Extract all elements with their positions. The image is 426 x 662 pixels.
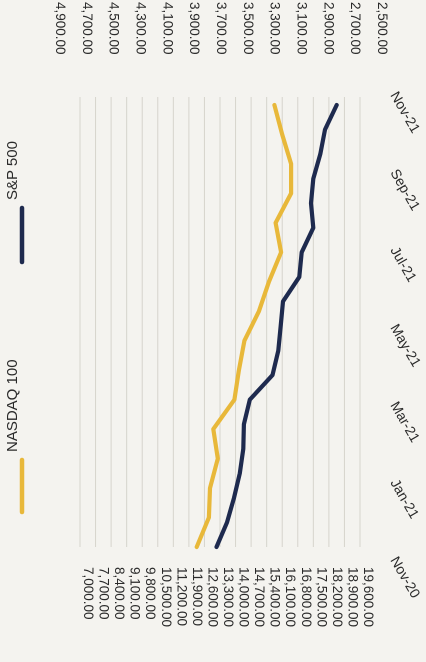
left-axis-tick-label: 11,200.00: [174, 567, 189, 626]
x-axis-tick-label: Jan-21: [387, 476, 422, 521]
left-axis-tick-label: 18,900.00: [345, 567, 360, 627]
left-axis-tick-label: 14,000.00: [237, 567, 252, 627]
right-axis-tick-label: 2,900.00: [321, 2, 336, 55]
x-axis-tick-label: Nov-20: [387, 554, 424, 601]
left-axis-tick-label: 12,600.00: [205, 567, 220, 627]
left-axis-tick-label: 7,700.00: [97, 567, 112, 620]
right-axis-tick-label: 3,900.00: [187, 2, 202, 55]
left-axis-tick-label: 14,700.00: [252, 567, 267, 627]
left-axis-tick-label: 17,500.00: [314, 567, 329, 627]
left-axis-tick-label: 18,200.00: [330, 567, 345, 627]
right-axis-tick-label: 3,500.00: [241, 2, 256, 55]
right-axis-tick-label: 3,700.00: [214, 2, 229, 55]
series-line-nasdaq-100: [197, 105, 291, 547]
x-axis-tick-label: Sep-21: [387, 166, 424, 213]
legend: NASDAQ 100 S&P 500: [4, 141, 22, 512]
x-axis-tick-label: Mar-21: [387, 399, 423, 446]
left-axis-tick-label: 11,900.00: [190, 567, 205, 626]
left-axis-tick-label: 19,600.00: [361, 567, 376, 627]
right-axis-ticks: 2,500.00 2,700.00 2,900.00 3,100.00 3,300.00…: [53, 2, 390, 55]
left-axis-tick-label: 16,100.00: [283, 567, 298, 627]
left-axis-tick-label: 16,800.00: [299, 567, 314, 627]
left-axis-tick-label: 13,300.00: [221, 567, 236, 627]
left-axis-tick-label: 9,800.00: [143, 567, 158, 620]
series-line-sp-500: [217, 105, 337, 547]
left-axis-tick-label: 8,400.00: [112, 567, 127, 620]
x-axis-tick-label: Jul-21: [387, 244, 420, 285]
right-axis-tick-label: 2,700.00: [348, 2, 363, 55]
right-axis-tick-label: 4,900.00: [53, 2, 68, 55]
left-axis-tick-label: 9,100.00: [128, 567, 143, 620]
right-axis-tick-label: 2,500.00: [375, 2, 390, 55]
right-axis-tick-label: 4,500.00: [107, 2, 122, 55]
x-axis-ticks: Nov-20 Jan-21 Mar-21 May-21 Jul-21 Sep-21 Nov-…: [387, 89, 424, 601]
legend-label: NASDAQ 100: [4, 359, 21, 452]
right-axis-tick-label: 4,700.00: [80, 2, 95, 55]
right-axis-tick-label: 4,300.00: [134, 2, 149, 55]
right-axis-tick-label: 3,300.00: [268, 2, 283, 55]
x-axis-tick-label: May-21: [387, 321, 424, 370]
right-axis-tick-label: 4,100.00: [160, 2, 175, 55]
x-axis-tick-label: Nov-21: [387, 89, 424, 136]
legend-label: S&P 500: [4, 141, 21, 200]
left-axis-tick-label: 7,000.00: [81, 567, 96, 620]
left-axis-tick-label: 10,500.00: [159, 567, 174, 627]
left-axis-tick-label: 15,400.00: [268, 567, 283, 627]
right-axis-tick-label: 3,100.00: [295, 2, 310, 55]
